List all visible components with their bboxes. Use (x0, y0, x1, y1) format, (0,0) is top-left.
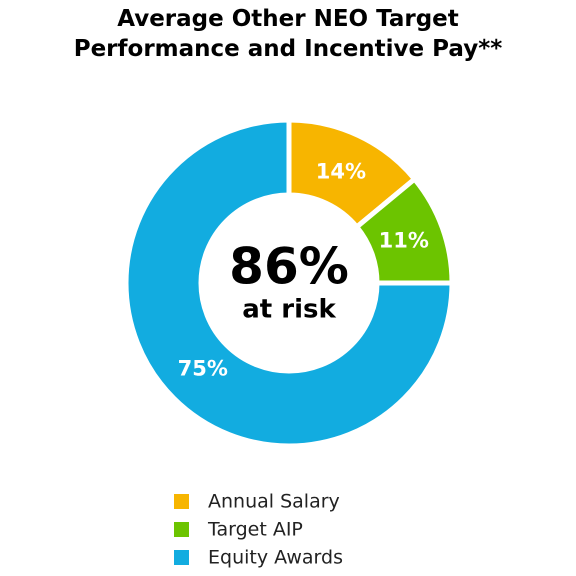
legend-swatch (174, 494, 189, 509)
legend-label: Equity Awards (208, 547, 343, 569)
legend-label: Annual Salary (208, 491, 340, 513)
center-text: 86% (229, 238, 349, 296)
legend-swatch (174, 550, 189, 565)
value-label: 75% (178, 356, 228, 380)
legend-label: Target AIP (207, 519, 303, 541)
chart-title: Average Other NEO Target Performance and… (73, 6, 503, 62)
donut-slice (123, 117, 455, 449)
value-label: 11% (379, 229, 429, 253)
value-label: 14% (316, 160, 366, 184)
legend-swatch (174, 522, 189, 537)
center-subtext: at risk (242, 295, 336, 325)
